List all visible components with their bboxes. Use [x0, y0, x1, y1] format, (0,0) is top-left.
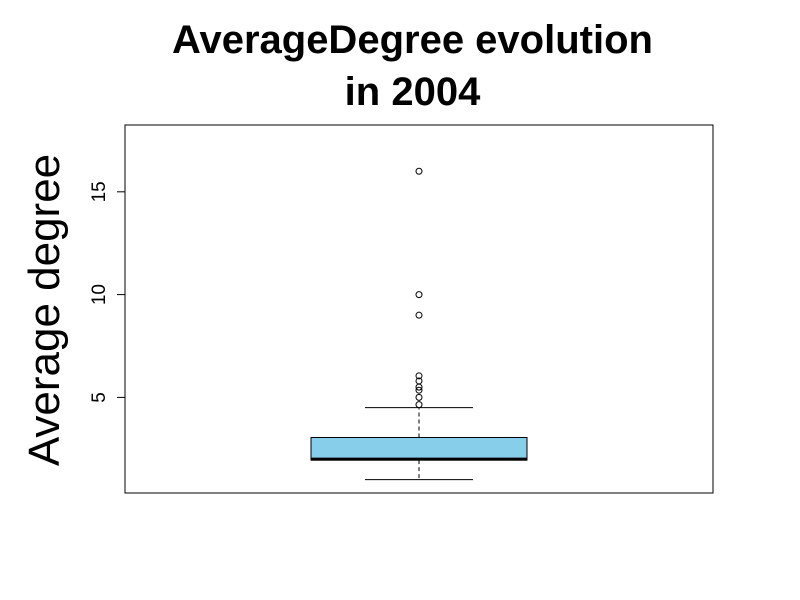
- outlier-points: [415, 167, 423, 409]
- plot-frame: [124, 124, 714, 494]
- chart-title-line-2: in 2004: [344, 70, 481, 114]
- outlier-point: [415, 401, 423, 409]
- y-tick-label: 10: [89, 284, 110, 305]
- box-iqr: [310, 436, 528, 461]
- outlier-point: [415, 167, 423, 175]
- outlier-point: [415, 291, 423, 299]
- y-axis: 5 10 15: [89, 181, 125, 403]
- box-series: [310, 407, 528, 481]
- chart-title: AverageDegree evolution in 2004: [0, 14, 800, 118]
- outlier-point: [415, 386, 423, 394]
- outlier-point: [415, 393, 423, 401]
- y-tick-label: 15: [89, 181, 110, 202]
- y-tick-label: 5: [89, 392, 110, 403]
- outlier-point: [415, 377, 423, 385]
- chart-title-line-1: AverageDegree evolution: [172, 18, 653, 62]
- outlier-point: [415, 311, 423, 319]
- outlier-point: [415, 372, 423, 380]
